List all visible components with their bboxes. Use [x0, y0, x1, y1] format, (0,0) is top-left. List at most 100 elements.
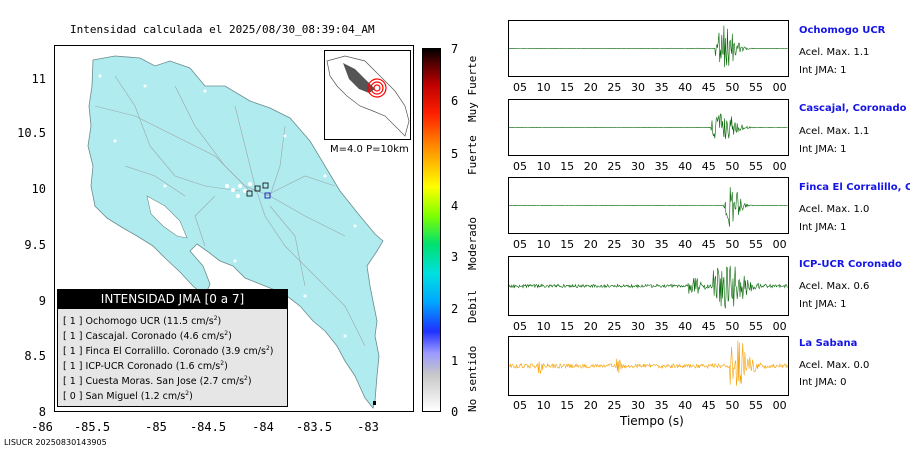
map-points	[98, 74, 357, 338]
map-title: Intensidad calculada el 2025/08/30_08:39…	[70, 23, 375, 36]
scale-number: 0	[451, 405, 459, 419]
seismogram-panel	[508, 177, 789, 234]
seismogram-trace	[508, 113, 788, 140]
time-tick: 10	[536, 399, 551, 412]
seismogram-panel	[508, 20, 789, 77]
time-tick: 55	[749, 160, 763, 173]
time-tick: 25	[607, 238, 622, 251]
time-tick: 20	[583, 320, 598, 333]
time-tick: 35	[654, 238, 669, 251]
time-axis-ticks: 05 10 15 20 25 30 35 40 45 50 55 00	[508, 160, 789, 174]
time-tick: 05	[513, 81, 527, 94]
time-tick: 15	[560, 320, 575, 333]
y-tick: 10	[31, 182, 46, 196]
magnitude-depth-label: M=4.0 P=10km	[330, 144, 409, 155]
time-tick: 45	[701, 238, 716, 251]
station-accel: Acel. Max. 1.1	[799, 47, 870, 58]
time-tick: 00	[772, 399, 787, 412]
legend-row: [ 1 ] Ochomogo UCR (11.5 cm/s2)	[63, 315, 222, 328]
costa-rica-map	[87, 55, 384, 409]
station-jma: Int JMA: 0	[799, 377, 847, 388]
x-tick: -86	[31, 420, 53, 434]
time-tick: 50	[725, 81, 740, 94]
seismogram-panel	[508, 99, 789, 156]
x-tick: -85	[145, 420, 167, 434]
station-name: Cascajal, Coronado	[799, 103, 907, 114]
time-tick: 55	[749, 399, 763, 412]
time-tick: 05	[513, 399, 527, 412]
time-tick: 15	[560, 160, 575, 173]
seismogram-panel	[508, 336, 789, 396]
time-tick: 10	[536, 160, 551, 173]
station-name: Ochomogo UCR	[799, 25, 886, 36]
waveform-line	[508, 113, 788, 140]
time-tick: 25	[607, 320, 622, 333]
time-tick: 55	[749, 81, 763, 94]
land-area	[87, 55, 384, 409]
island-marker	[373, 401, 376, 405]
time-tick: 35	[654, 320, 669, 333]
station-jma: Int JMA: 1	[799, 65, 847, 76]
nicoya-gulf	[146, 195, 188, 239]
time-axis-ticks: 05 10 15 20 25 30 35 40 45 50 55 00	[508, 320, 789, 334]
legend-header: INTENSIDAD JMA [0 a 7]	[58, 290, 287, 309]
legend-row: [ 0 ] San Miguel (1.2 cm/s2)	[63, 390, 193, 403]
scale-word-muy-fuerte: Muy Fuerte	[466, 55, 479, 122]
station-name: ICP-UCR Coronado	[799, 259, 902, 270]
time-axis-ticks: 05 10 15 20 25 30 35 40 45 50 55 00	[508, 81, 789, 95]
time-tick: 40	[678, 238, 693, 251]
scale-number: 4	[451, 199, 459, 213]
time-tick: 35	[654, 399, 669, 412]
seismogram-panel	[508, 256, 789, 316]
scale-number: 6	[451, 94, 459, 108]
time-tick: 35	[654, 81, 669, 94]
time-tick: 00	[772, 238, 787, 251]
station-accel: Acel. Max. 1.1	[799, 126, 870, 137]
time-axis-ticks: 05 10 15 20 25 30 35 40 45 50 55 00	[508, 399, 789, 413]
time-tick: 30	[631, 238, 645, 251]
intensity-legend: INTENSIDAD JMA [0 a 7] [ 1 ] Ochomogo UC…	[57, 289, 288, 407]
scale-number: 2	[451, 302, 459, 316]
time-tick: 15	[560, 399, 575, 412]
waveform-line	[508, 340, 788, 386]
time-tick: 55	[749, 320, 763, 333]
time-axis-label: Tiempo (s)	[620, 414, 684, 428]
seismogram-trace	[508, 25, 788, 68]
time-tick: 45	[701, 160, 716, 173]
station-accel: Acel. Max. 0.6	[799, 281, 870, 292]
legend-row: [ 1 ] Finca El Corralillo. Coronado (3.9…	[63, 345, 274, 358]
x-tick: -85.5	[73, 420, 111, 434]
x-tick: -84	[252, 420, 274, 434]
time-tick: 00	[772, 160, 787, 173]
waveform-line	[508, 25, 788, 68]
epicenter-ring-outer	[367, 78, 387, 98]
time-tick: 45	[701, 399, 716, 412]
y-tick: 9.5	[24, 238, 46, 252]
time-tick: 20	[583, 399, 598, 412]
station-accel: Acel. Max. 0.0	[799, 360, 870, 371]
scale-number: 7	[451, 42, 459, 56]
time-tick: 50	[725, 320, 740, 333]
y-tick: 11	[31, 72, 46, 86]
time-tick: 20	[583, 160, 598, 173]
y-tick: 10.5	[17, 126, 46, 140]
time-tick: 05	[513, 160, 527, 173]
scale-number: 3	[451, 250, 459, 264]
time-tick: 45	[701, 320, 716, 333]
time-tick: 00	[772, 320, 787, 333]
x-tick: -84.5	[189, 420, 227, 434]
time-axis-ticks: 05 10 15 20 25 30 35 40 45 50 55 00	[508, 238, 789, 252]
scale-number: 1	[451, 354, 459, 368]
station-name: La Sabana	[799, 338, 858, 349]
time-tick: 30	[631, 320, 645, 333]
legend-row: [ 1 ] Cascajal. Coronado (4.6 cm/s2)	[63, 330, 232, 343]
time-tick: 50	[725, 160, 740, 173]
time-tick: 40	[678, 160, 693, 173]
waveform-line	[508, 265, 788, 309]
time-tick: 50	[725, 238, 740, 251]
time-tick: 20	[583, 238, 598, 251]
road-network	[94, 75, 366, 347]
time-tick: 25	[607, 399, 622, 412]
y-tick: 8.5	[24, 349, 46, 363]
waveform-line	[508, 187, 788, 227]
